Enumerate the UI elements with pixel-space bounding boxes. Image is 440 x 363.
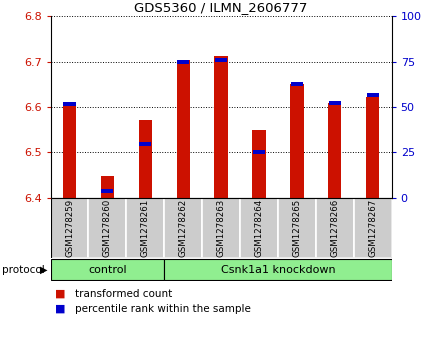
Bar — [63, 104, 76, 198]
Bar — [139, 142, 151, 146]
Text: GSM1278261: GSM1278261 — [141, 199, 150, 257]
Title: GDS5360 / ILMN_2606777: GDS5360 / ILMN_2606777 — [134, 1, 308, 14]
Text: GSM1278265: GSM1278265 — [292, 199, 301, 257]
Text: transformed count: transformed count — [75, 289, 172, 299]
Bar — [202, 198, 240, 258]
Bar — [215, 58, 227, 62]
Bar — [316, 198, 354, 258]
Bar — [126, 198, 164, 258]
Bar — [253, 150, 265, 154]
Bar — [367, 93, 379, 97]
Bar — [328, 102, 341, 198]
Bar — [290, 84, 304, 198]
Text: GSM1278264: GSM1278264 — [254, 199, 264, 257]
Bar — [214, 56, 228, 198]
Bar — [139, 120, 152, 198]
Bar — [278, 198, 316, 258]
Bar — [366, 97, 379, 198]
Text: ■: ■ — [55, 289, 66, 299]
Bar — [240, 198, 278, 258]
Text: GSM1278259: GSM1278259 — [65, 199, 74, 257]
Bar — [291, 82, 303, 86]
Bar — [51, 198, 88, 258]
Bar — [63, 102, 76, 106]
Bar — [354, 198, 392, 258]
Bar — [164, 259, 392, 280]
Text: protocol: protocol — [2, 265, 45, 274]
Bar — [253, 130, 266, 198]
Bar — [88, 198, 126, 258]
Text: GSM1278262: GSM1278262 — [179, 199, 188, 257]
Text: GSM1278263: GSM1278263 — [216, 199, 226, 257]
Bar — [177, 60, 189, 64]
Bar — [164, 198, 202, 258]
Bar — [329, 101, 341, 105]
Bar — [101, 189, 114, 193]
Text: ■: ■ — [55, 303, 66, 314]
Text: GSM1278267: GSM1278267 — [368, 199, 377, 257]
Bar — [51, 259, 164, 280]
Bar — [176, 60, 190, 198]
Text: GSM1278266: GSM1278266 — [330, 199, 339, 257]
Text: GSM1278260: GSM1278260 — [103, 199, 112, 257]
Text: Csnk1a1 knockdown: Csnk1a1 knockdown — [220, 265, 335, 274]
Bar — [101, 176, 114, 198]
Text: control: control — [88, 265, 127, 274]
Text: ▶: ▶ — [40, 265, 47, 274]
Text: percentile rank within the sample: percentile rank within the sample — [75, 303, 251, 314]
